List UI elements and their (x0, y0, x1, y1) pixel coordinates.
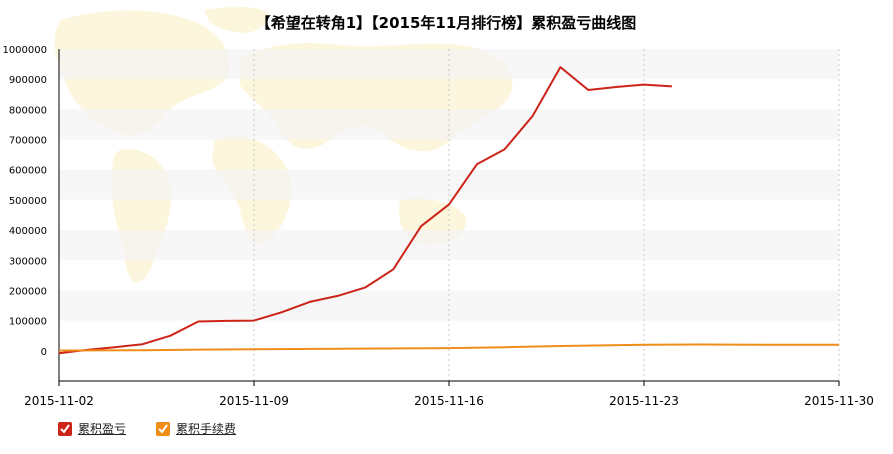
y-tick-label: 700000 (9, 136, 47, 147)
y-tick-label: 400000 (9, 226, 47, 237)
chart-title: 【希望在转角1】【2015年11月排行榜】累积盈亏曲线图 (256, 14, 637, 32)
y-tick-label: 300000 (9, 256, 47, 267)
x-tick-label: 2015-11-09 (219, 394, 289, 408)
checkbox-checked-icon[interactable] (58, 421, 72, 436)
y-tick-label: 600000 (9, 166, 47, 177)
y-tick-label: 100000 (9, 317, 47, 328)
x-tick-label: 2015-11-16 (414, 394, 484, 408)
x-tick-label: 2015-11-02 (24, 394, 94, 408)
y-tick-label: 900000 (9, 75, 47, 86)
legend: 累积盈亏 累积手续费 (58, 420, 236, 437)
y-tick-label: 500000 (9, 196, 47, 207)
y-tick-label: 200000 (9, 286, 47, 297)
legend-label[interactable]: 累积盈亏 (78, 422, 127, 436)
series-line-1[interactable] (58, 343, 839, 352)
y-tick-label: 0 (41, 347, 47, 358)
legend-label[interactable]: 累积手续费 (176, 422, 237, 436)
x-tick-label: 2015-11-23 (609, 394, 679, 408)
x-tick-label: 2015-11-30 (804, 394, 874, 408)
series-line-0[interactable] (58, 66, 672, 355)
legend-item-series-1[interactable]: 累积手续费 (156, 420, 236, 437)
legend-item-series-0[interactable]: 累积盈亏 (58, 420, 126, 437)
y-tick-label: 1000000 (2, 45, 47, 56)
checkbox-checked-icon[interactable] (156, 421, 171, 436)
y-tick-label: 800000 (9, 105, 47, 116)
